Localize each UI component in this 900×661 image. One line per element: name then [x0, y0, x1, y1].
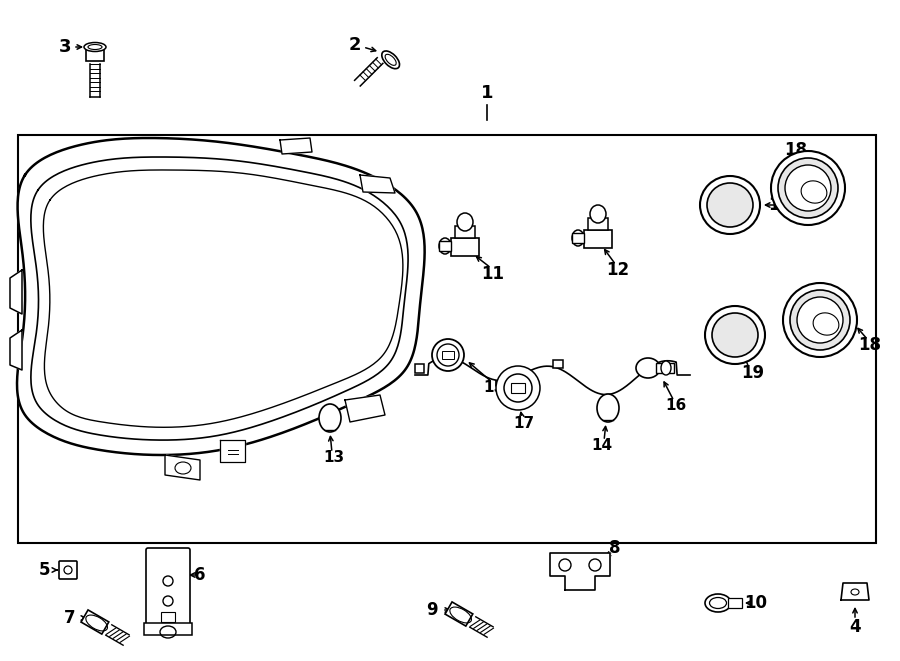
- Text: 12: 12: [607, 261, 630, 279]
- Text: 10: 10: [744, 594, 768, 612]
- Text: 15: 15: [483, 379, 505, 395]
- Bar: [553, 360, 563, 368]
- Text: 13: 13: [323, 451, 345, 465]
- Ellipse shape: [437, 344, 459, 366]
- FancyBboxPatch shape: [451, 238, 479, 256]
- Bar: [572, 233, 584, 243]
- Bar: [415, 364, 424, 373]
- Ellipse shape: [597, 394, 619, 422]
- Ellipse shape: [590, 205, 606, 223]
- Ellipse shape: [496, 366, 540, 410]
- FancyBboxPatch shape: [445, 602, 473, 626]
- FancyBboxPatch shape: [81, 610, 109, 634]
- FancyBboxPatch shape: [86, 49, 104, 61]
- Polygon shape: [10, 330, 22, 370]
- FancyBboxPatch shape: [584, 230, 612, 248]
- Ellipse shape: [778, 158, 838, 218]
- Bar: [455, 226, 475, 238]
- Ellipse shape: [636, 358, 660, 378]
- Ellipse shape: [783, 283, 857, 357]
- Bar: [588, 218, 608, 230]
- Ellipse shape: [661, 361, 671, 375]
- Text: 5: 5: [38, 561, 50, 579]
- Text: 9: 9: [427, 601, 437, 619]
- Bar: [728, 598, 742, 608]
- Polygon shape: [10, 270, 22, 314]
- Text: 11: 11: [482, 265, 505, 283]
- Text: 19: 19: [742, 364, 765, 382]
- Polygon shape: [550, 553, 610, 590]
- Ellipse shape: [785, 165, 831, 211]
- Text: 8: 8: [609, 539, 621, 557]
- Text: 6: 6: [194, 566, 206, 584]
- Ellipse shape: [707, 183, 753, 227]
- Ellipse shape: [572, 230, 584, 246]
- FancyBboxPatch shape: [59, 561, 77, 579]
- Ellipse shape: [439, 238, 451, 254]
- Text: 17: 17: [513, 416, 535, 430]
- Ellipse shape: [84, 42, 106, 52]
- Polygon shape: [165, 455, 200, 480]
- FancyBboxPatch shape: [146, 548, 190, 627]
- Ellipse shape: [790, 290, 850, 350]
- Bar: [656, 363, 674, 373]
- Polygon shape: [17, 138, 425, 455]
- Bar: [144, 623, 192, 635]
- Ellipse shape: [319, 404, 341, 432]
- Bar: [511, 383, 525, 393]
- Text: 1: 1: [481, 84, 493, 102]
- Polygon shape: [280, 138, 312, 154]
- Bar: [161, 612, 175, 622]
- Ellipse shape: [705, 594, 731, 612]
- Bar: [439, 241, 451, 251]
- Text: 3: 3: [58, 38, 71, 56]
- Text: 16: 16: [665, 399, 687, 414]
- Ellipse shape: [771, 151, 845, 225]
- Text: 7: 7: [64, 609, 76, 627]
- Bar: [442, 351, 454, 359]
- Text: 19: 19: [769, 196, 792, 214]
- Ellipse shape: [705, 306, 765, 364]
- Text: 2: 2: [349, 36, 361, 54]
- Ellipse shape: [432, 339, 464, 371]
- Polygon shape: [220, 440, 245, 462]
- Text: 14: 14: [591, 438, 613, 453]
- Text: 18: 18: [785, 141, 807, 159]
- Ellipse shape: [712, 313, 758, 357]
- Polygon shape: [841, 583, 869, 600]
- Bar: [18, 135, 876, 543]
- Polygon shape: [345, 395, 385, 422]
- Polygon shape: [360, 175, 395, 193]
- Text: 18: 18: [859, 336, 881, 354]
- Ellipse shape: [797, 297, 843, 343]
- Ellipse shape: [382, 51, 400, 69]
- Text: 4: 4: [850, 618, 860, 636]
- Ellipse shape: [700, 176, 760, 234]
- Ellipse shape: [457, 213, 473, 231]
